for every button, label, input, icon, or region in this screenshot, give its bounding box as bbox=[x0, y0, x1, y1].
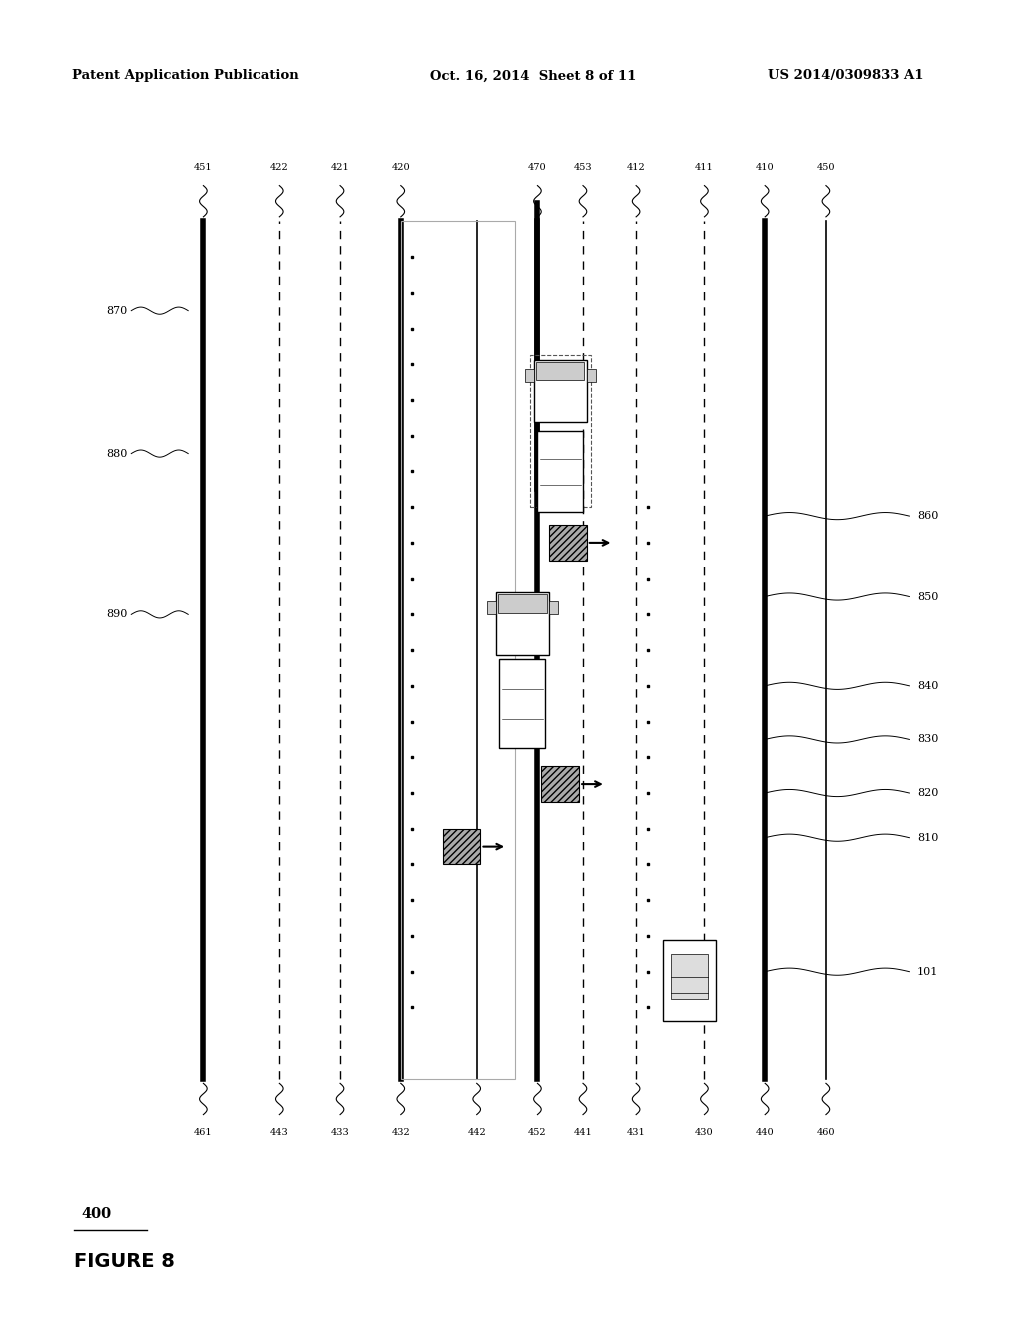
Text: 830: 830 bbox=[918, 734, 938, 744]
Text: 461: 461 bbox=[195, 1129, 213, 1137]
Bar bbox=[663, 940, 716, 1020]
Text: 470: 470 bbox=[528, 164, 547, 172]
Text: 850: 850 bbox=[918, 591, 938, 602]
Text: US 2014/0309833 A1: US 2014/0309833 A1 bbox=[768, 70, 924, 82]
Bar bbox=[400, 222, 515, 1078]
Text: 460: 460 bbox=[817, 1129, 836, 1137]
Text: 440: 440 bbox=[756, 1129, 774, 1137]
Text: 810: 810 bbox=[918, 833, 938, 842]
Bar bbox=[486, 601, 496, 614]
Bar bbox=[549, 525, 587, 561]
Text: 442: 442 bbox=[467, 1129, 486, 1137]
Bar bbox=[542, 766, 580, 803]
Text: FIGURE 8: FIGURE 8 bbox=[74, 1253, 175, 1271]
Text: 431: 431 bbox=[627, 1129, 645, 1137]
Text: 450: 450 bbox=[817, 164, 836, 172]
Text: 410: 410 bbox=[756, 164, 774, 172]
Text: 432: 432 bbox=[391, 1129, 411, 1137]
Text: 422: 422 bbox=[270, 164, 289, 172]
Bar bbox=[529, 355, 591, 507]
Bar bbox=[536, 362, 585, 380]
Bar bbox=[442, 829, 480, 865]
Text: 433: 433 bbox=[331, 1129, 349, 1137]
Bar bbox=[587, 368, 596, 381]
Text: 400: 400 bbox=[82, 1206, 112, 1221]
Bar bbox=[500, 659, 545, 748]
Text: 430: 430 bbox=[695, 1129, 714, 1137]
Text: Oct. 16, 2014  Sheet 8 of 11: Oct. 16, 2014 Sheet 8 of 11 bbox=[430, 70, 637, 82]
Text: 453: 453 bbox=[573, 164, 592, 172]
Text: 441: 441 bbox=[573, 1129, 592, 1137]
Bar bbox=[534, 360, 587, 422]
Bar bbox=[538, 432, 583, 512]
Bar bbox=[496, 593, 549, 655]
Text: 420: 420 bbox=[391, 164, 410, 172]
Bar bbox=[671, 954, 708, 999]
Bar bbox=[498, 594, 547, 612]
Text: 451: 451 bbox=[195, 164, 213, 172]
Text: 452: 452 bbox=[528, 1129, 547, 1137]
Text: 443: 443 bbox=[270, 1129, 289, 1137]
Text: 860: 860 bbox=[918, 511, 938, 521]
Text: 870: 870 bbox=[106, 306, 127, 315]
Text: 890: 890 bbox=[106, 610, 127, 619]
Text: 840: 840 bbox=[918, 681, 938, 690]
Text: 412: 412 bbox=[627, 164, 645, 172]
Text: Patent Application Publication: Patent Application Publication bbox=[72, 70, 298, 82]
Text: 421: 421 bbox=[331, 164, 349, 172]
Bar bbox=[549, 601, 558, 614]
Text: 101: 101 bbox=[918, 966, 938, 977]
Text: 820: 820 bbox=[918, 788, 938, 799]
Text: 880: 880 bbox=[106, 449, 127, 458]
Bar bbox=[524, 368, 534, 381]
Text: 411: 411 bbox=[695, 164, 714, 172]
